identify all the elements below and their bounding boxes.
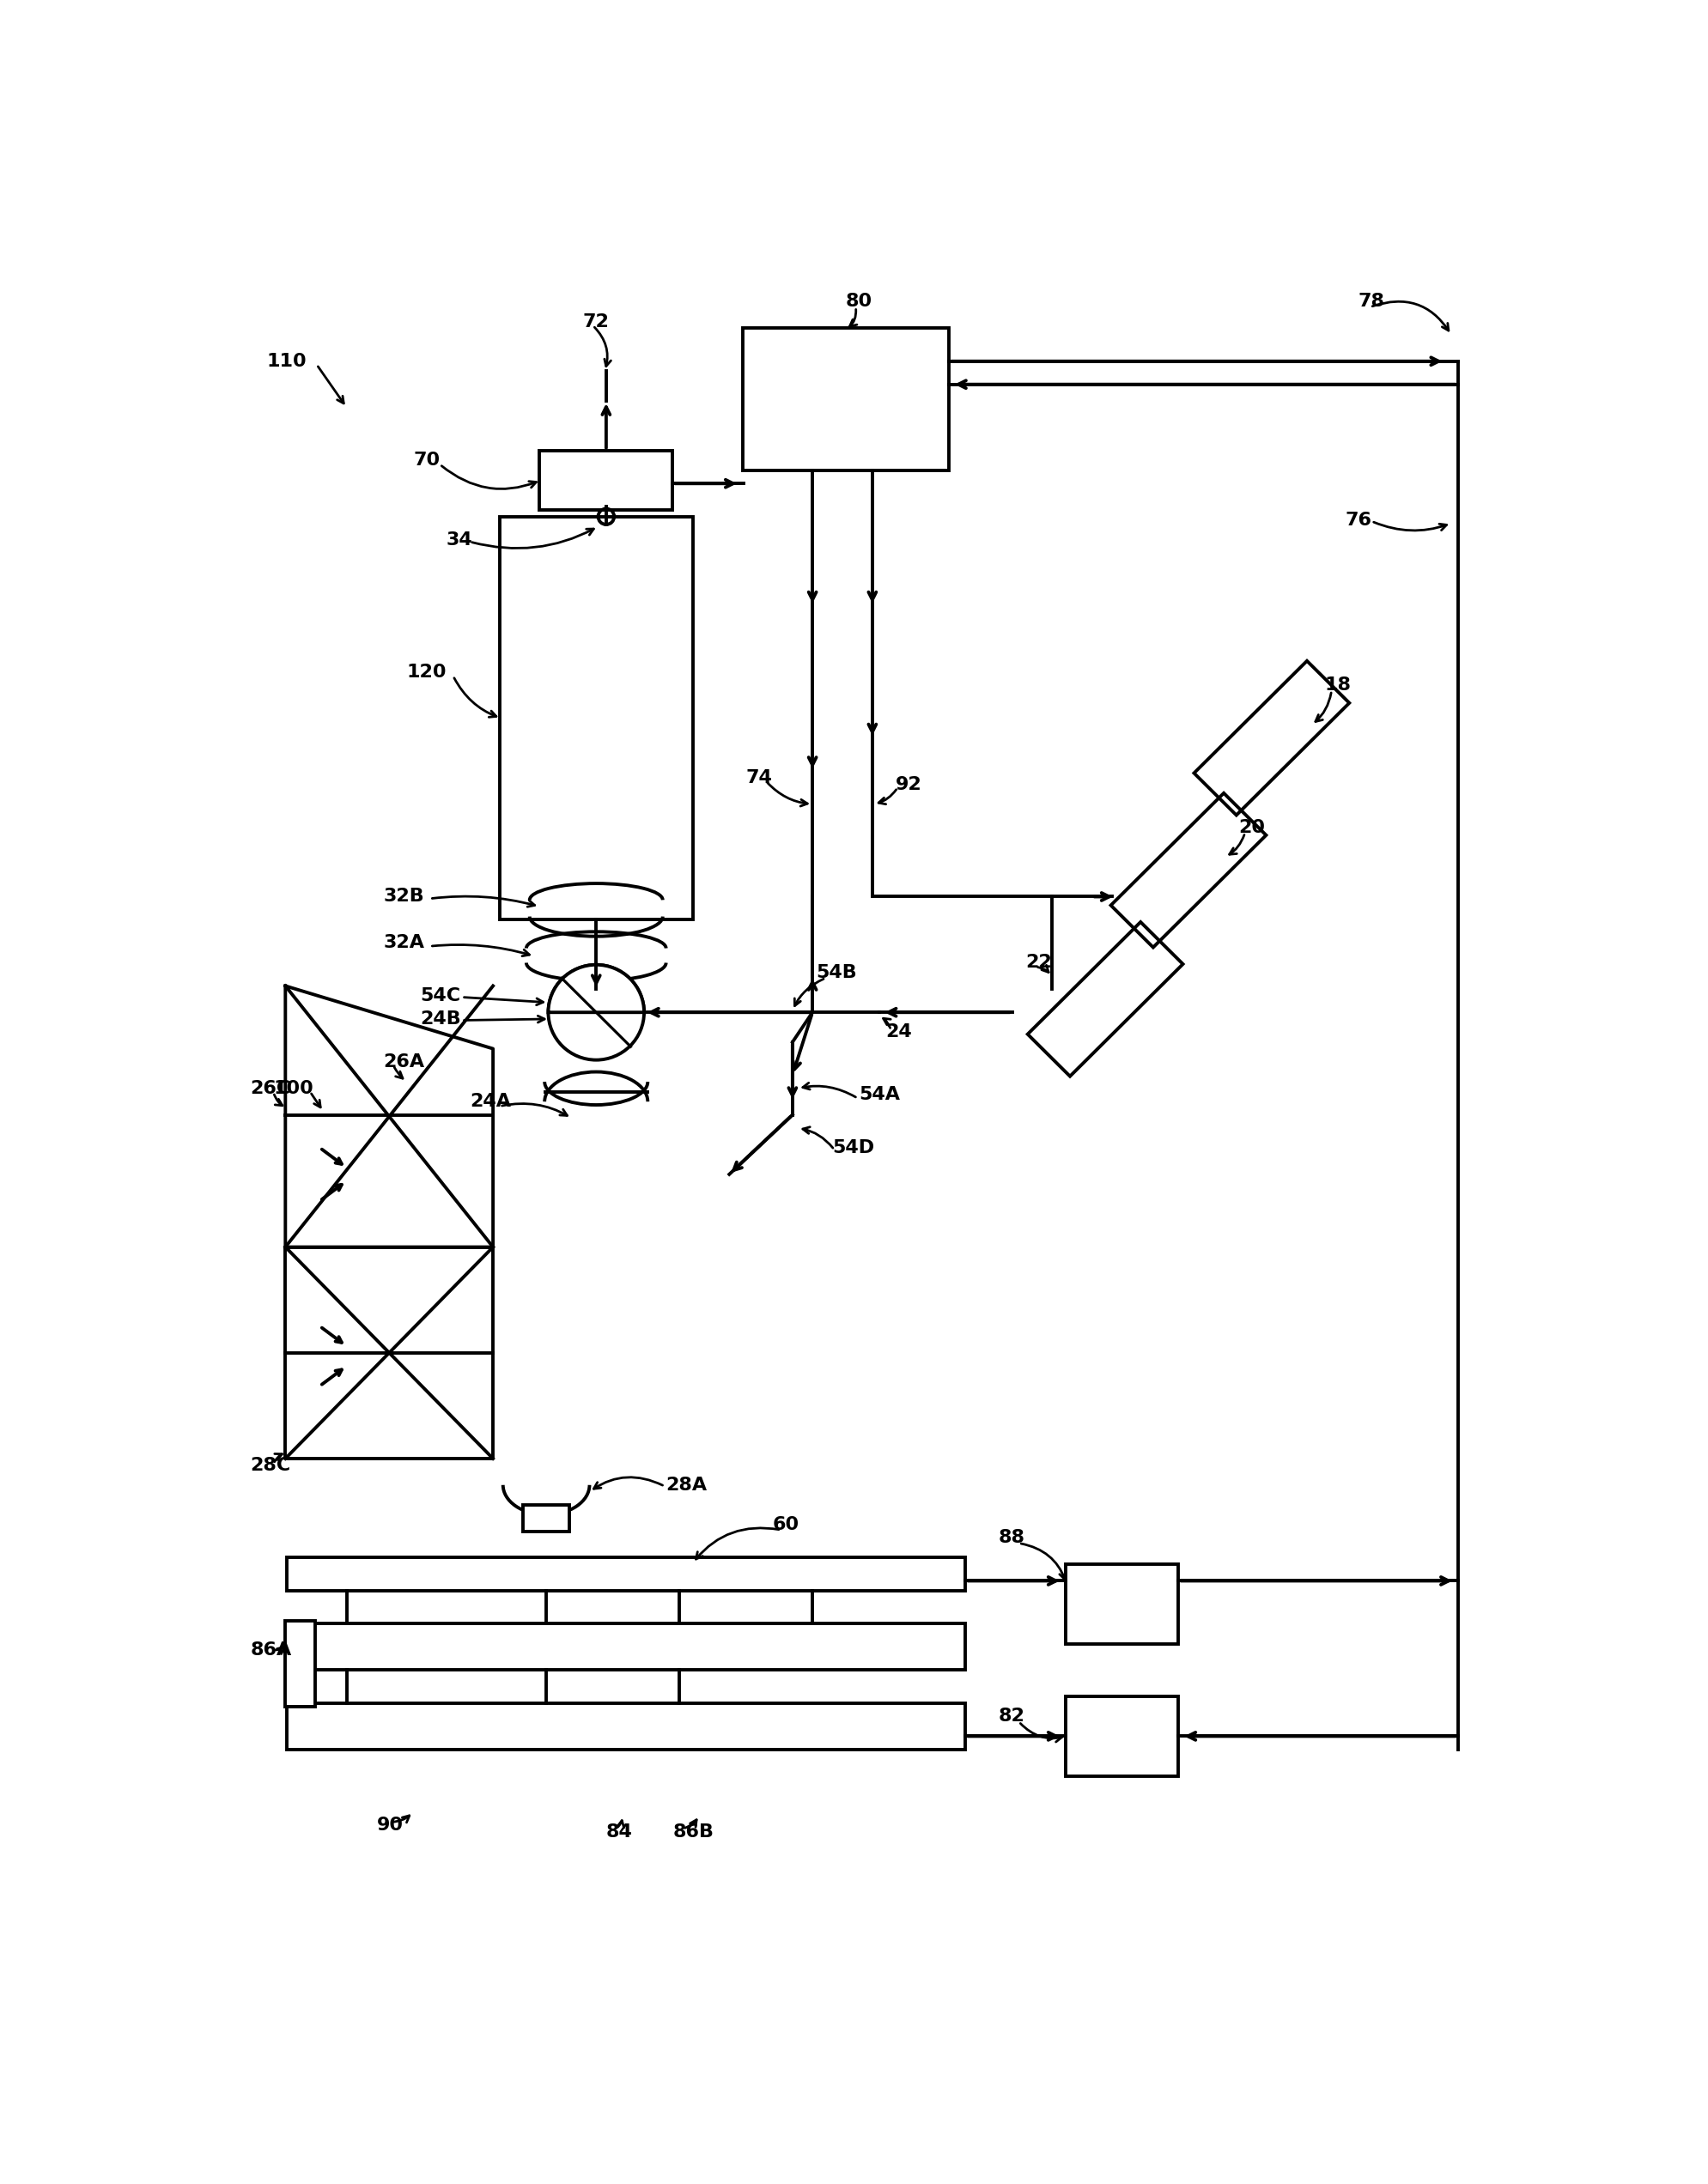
Text: 88: 88 xyxy=(999,1529,1025,1546)
Text: 24: 24 xyxy=(886,1024,912,1042)
Text: 28C: 28C xyxy=(249,1457,290,1474)
Text: 54A: 54A xyxy=(859,1085,900,1103)
Text: 110: 110 xyxy=(266,352,307,369)
Text: 84: 84 xyxy=(606,1824,632,1841)
Text: 20: 20 xyxy=(1238,819,1266,836)
Text: 18: 18 xyxy=(1325,677,1351,695)
Text: 120: 120 xyxy=(407,664,446,681)
Text: 72: 72 xyxy=(582,312,610,330)
Text: 78: 78 xyxy=(1358,293,1385,310)
Text: 26A: 26A xyxy=(383,1053,425,1070)
Text: 74: 74 xyxy=(746,769,772,786)
Bar xyxy=(287,1625,965,1671)
Text: 54C: 54C xyxy=(420,987,459,1005)
Text: 26C: 26C xyxy=(249,1079,290,1096)
Bar xyxy=(287,1557,965,1590)
Bar xyxy=(1066,1564,1179,1645)
Text: 60: 60 xyxy=(772,1516,799,1533)
Text: 86B: 86B xyxy=(673,1824,714,1841)
Text: 86A: 86A xyxy=(249,1642,292,1660)
Text: 92: 92 xyxy=(895,775,922,793)
Text: 54B: 54B xyxy=(816,963,857,981)
Text: 90: 90 xyxy=(376,1817,403,1835)
Wedge shape xyxy=(548,965,644,1013)
Text: 32A: 32A xyxy=(383,935,424,952)
Text: 34: 34 xyxy=(446,531,473,548)
Text: 24A: 24A xyxy=(470,1092,511,1109)
Bar xyxy=(523,1505,569,1531)
Text: 24B: 24B xyxy=(420,1011,461,1026)
Text: 80: 80 xyxy=(845,293,873,310)
Text: 28A: 28A xyxy=(666,1476,707,1494)
Bar xyxy=(743,328,950,470)
Text: 54D: 54D xyxy=(832,1140,874,1158)
Text: 100: 100 xyxy=(273,1079,314,1096)
Text: 70: 70 xyxy=(413,452,441,470)
Bar xyxy=(1066,1697,1179,1776)
Bar xyxy=(287,1704,965,1749)
Bar xyxy=(500,518,693,919)
Text: 82: 82 xyxy=(999,1708,1025,1725)
Bar xyxy=(285,1621,316,1706)
Text: 22: 22 xyxy=(1025,954,1052,972)
Text: 76: 76 xyxy=(1344,511,1372,529)
Text: 32B: 32B xyxy=(383,889,424,904)
Bar xyxy=(540,450,673,511)
